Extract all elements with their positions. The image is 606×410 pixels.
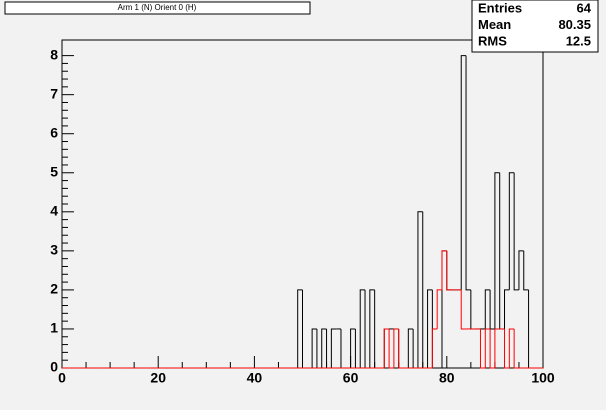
histogram-bin (388, 328, 394, 369)
histogram-bin (484, 289, 491, 329)
histogram-bin (460, 55, 467, 290)
y-tick-label: 0 (50, 359, 58, 375)
histogram-bin (441, 250, 447, 290)
x-tick-label: 80 (439, 370, 455, 386)
histogram-bin (523, 250, 529, 291)
histogram-bin (460, 289, 467, 330)
histogram-bin (513, 172, 519, 291)
stat-value: 12.5 (566, 33, 591, 48)
stat-value: 80.35 (558, 17, 591, 32)
histogram-bin (489, 328, 495, 369)
histogram-bin (446, 250, 452, 291)
histogram-bin (427, 289, 433, 368)
y-tick-label: 1 (50, 320, 58, 336)
y-tick-label: 5 (50, 163, 58, 179)
stat-value: 64 (577, 0, 592, 15)
x-tick-label: 20 (150, 370, 166, 386)
histogram-bin (369, 289, 375, 368)
histogram-bin (321, 328, 327, 368)
histogram-bin (508, 172, 515, 290)
histogram-bin (494, 172, 500, 329)
histogram-bin (484, 328, 491, 368)
histogram-bin (350, 328, 356, 368)
y-tick-label: 6 (50, 124, 58, 140)
histogram-bin (311, 328, 317, 368)
histogram-bin (407, 328, 414, 368)
y-tick-label: 3 (50, 242, 58, 258)
histogram-bin (504, 328, 510, 369)
y-tick-label: 8 (50, 46, 58, 62)
histogram-bin (513, 328, 519, 369)
histogram-bin (465, 55, 471, 291)
x-tick-label: 100 (531, 370, 555, 386)
histogram-bin (436, 289, 442, 329)
stat-label: RMS (478, 33, 507, 48)
y-tick-label: 2 (50, 281, 58, 297)
histogram-bin (431, 328, 438, 368)
y-tick-label: 7 (50, 85, 58, 101)
histogram-bin (417, 211, 423, 368)
histogram-bin (330, 328, 337, 368)
stats-box (471, 0, 599, 53)
x-tick-label: 60 (343, 370, 359, 386)
chart-title: Arm 1 (N) Orient 0 (H) (118, 3, 197, 12)
histogram-bin (393, 328, 399, 368)
y-tick-label: 4 (50, 203, 58, 219)
stat-label: Mean (478, 17, 511, 32)
stat-label: Entries (478, 0, 522, 15)
x-tick-label: 40 (247, 370, 263, 386)
x-tick-label: 0 (58, 370, 66, 386)
histogram-bin (359, 289, 366, 368)
histogram-bin (479, 328, 486, 369)
histogram-bin (508, 328, 515, 368)
histogram-bin (383, 328, 390, 368)
histogram-bin (398, 328, 404, 369)
histogram-bin (518, 250, 524, 290)
histogram-bin (494, 328, 500, 368)
histogram-bin (297, 289, 303, 368)
title-box (4, 1, 311, 15)
histogram-bin (504, 289, 510, 329)
